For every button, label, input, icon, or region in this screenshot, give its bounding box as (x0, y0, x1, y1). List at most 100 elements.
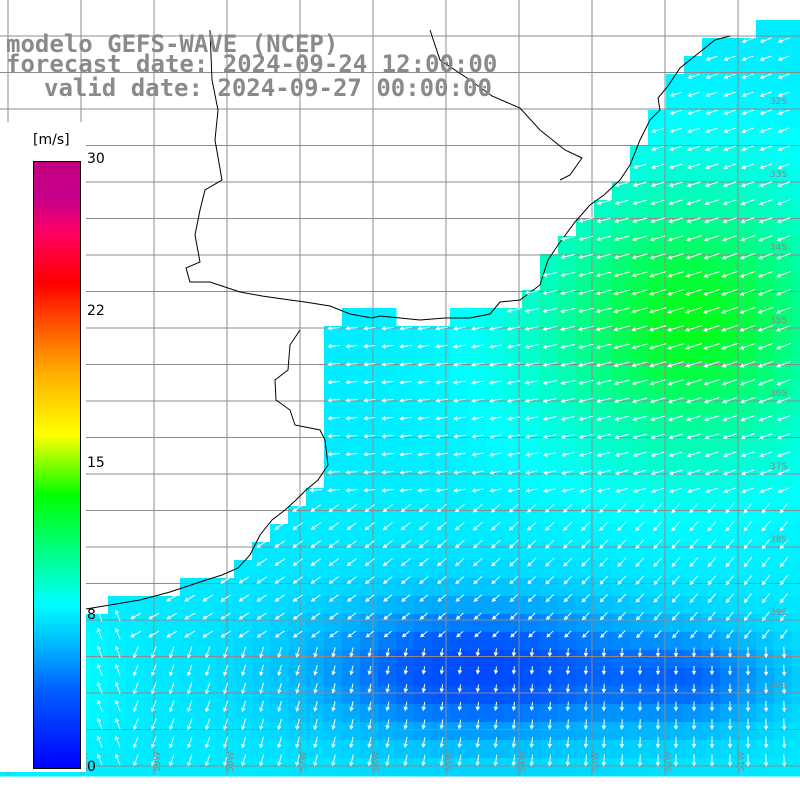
wind-cell (702, 344, 721, 363)
wind-arrow (560, 398, 575, 404)
wind-arrow (705, 145, 719, 152)
wind-arrow (691, 701, 697, 712)
colorbar-unit: [m/s] (33, 132, 70, 148)
wind-arrow (619, 719, 625, 730)
longitude-label: 57W (299, 752, 309, 772)
wind-arrow (453, 362, 466, 367)
wind-arrow (691, 719, 697, 730)
wind-cell (792, 578, 800, 597)
wind-cell (792, 542, 800, 561)
wind-cell (738, 92, 757, 111)
wind-arrow (475, 737, 480, 748)
wind-arrow (743, 521, 753, 532)
wind-cell (648, 650, 667, 669)
wind-cell (684, 236, 703, 255)
wind-arrow (721, 324, 739, 332)
wind-arrow (601, 647, 607, 658)
wind-arrow (633, 487, 647, 494)
wind-arrow (493, 737, 499, 748)
wind-arrow (577, 361, 594, 368)
wind-cell (684, 578, 703, 597)
wind-cell (180, 614, 199, 633)
wind-arrow (542, 434, 557, 439)
wind-arrow (382, 540, 393, 549)
wind-arrow (381, 416, 394, 421)
wind-arrow (417, 362, 430, 367)
wind-cell (504, 434, 523, 453)
wind-arrow (739, 288, 756, 296)
wind-cell (756, 56, 775, 75)
wind-arrow (471, 380, 485, 385)
wind-cell (522, 740, 541, 759)
wind-arrow (399, 362, 412, 367)
wind-cell (576, 236, 595, 255)
wind-cell (594, 272, 613, 291)
wind-arrow (168, 682, 175, 695)
wind-arrow (727, 736, 733, 749)
wind-arrow (685, 271, 702, 278)
wind-arrow (745, 754, 751, 767)
wind-arrow (542, 290, 557, 296)
wind-arrow (439, 666, 445, 675)
wind-arrow (776, 235, 791, 242)
wind-cell (648, 110, 667, 129)
wind-cell (792, 758, 800, 777)
wind-arrow (650, 415, 666, 422)
wind-arrow (455, 612, 464, 620)
wind-cell (144, 668, 163, 687)
wind-cell (648, 146, 667, 165)
wind-arrow (649, 379, 666, 386)
wind-arrow (619, 736, 625, 749)
wind-arrow (168, 646, 175, 659)
wind-cell (108, 632, 127, 651)
wind-arrow (187, 700, 193, 713)
wind-arrow (745, 718, 751, 731)
longitude-label: 56W (372, 752, 382, 772)
wind-cell (702, 272, 721, 291)
wind-cell (792, 164, 800, 183)
wind-arrow (673, 665, 679, 676)
wind-cell (576, 380, 595, 399)
wind-cell (522, 614, 541, 633)
wind-cell (234, 650, 253, 669)
wind-arrow (401, 612, 411, 620)
wind-cell (630, 596, 649, 615)
wind-cell (684, 200, 703, 219)
wind-arrow (148, 630, 160, 638)
wind-cell (198, 650, 217, 669)
wind-cell (720, 614, 739, 633)
wind-arrow (649, 397, 666, 404)
wind-cell (468, 380, 487, 399)
wind-arrow (690, 629, 698, 639)
wind-arrow (292, 630, 303, 638)
wind-arrow (187, 718, 193, 731)
wind-arrow (475, 719, 481, 730)
wind-cell (774, 704, 793, 723)
wind-arrow (385, 701, 390, 712)
wind-cell (702, 128, 721, 147)
wind-cell (648, 668, 667, 687)
wind-arrow (579, 488, 593, 493)
wind-arrow (759, 487, 772, 494)
wind-cell (648, 236, 667, 255)
wind-arrow (596, 469, 611, 475)
wind-arrow (490, 521, 501, 531)
wind-cell (756, 74, 775, 93)
wind-cell (378, 650, 397, 669)
wind-cell (594, 740, 613, 759)
wind-arrow (617, 593, 627, 603)
wind-cell (720, 56, 739, 75)
wind-cell (666, 740, 685, 759)
wind-cell (252, 740, 271, 759)
wind-cell (360, 740, 379, 759)
latitude-label: 32S (770, 97, 787, 107)
wind-cell (558, 272, 577, 291)
wind-arrow (596, 451, 611, 458)
wind-arrow (345, 325, 358, 331)
wind-arrow (475, 666, 481, 675)
wind-cell (108, 722, 127, 741)
wind-cell (468, 326, 487, 345)
wind-cell (378, 452, 397, 471)
wind-arrow (758, 181, 773, 188)
wind-cell (576, 254, 595, 273)
